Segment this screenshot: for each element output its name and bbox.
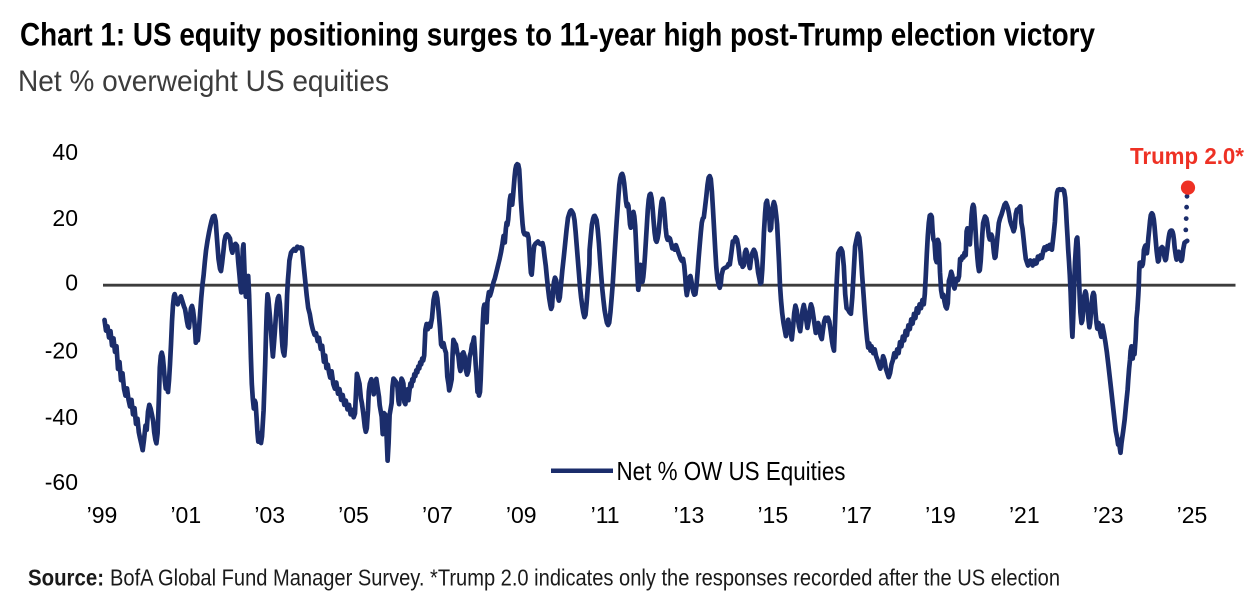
svg-text:’21: ’21 <box>1009 502 1040 528</box>
svg-text:’17: ’17 <box>841 502 872 528</box>
svg-text:’09: ’09 <box>506 502 537 528</box>
svg-text:-20: -20 <box>45 338 78 364</box>
svg-text:0: 0 <box>65 270 78 296</box>
svg-text:-40: -40 <box>45 404 78 430</box>
svg-text:Net % overweight US equities: Net % overweight US equities <box>18 65 389 98</box>
svg-text:Source:BofA Global Fund Manage: Source: BofA Global Fund Manager Survey. … <box>28 565 1060 591</box>
svg-text:’23: ’23 <box>1093 502 1124 528</box>
svg-text:’25: ’25 <box>1177 502 1208 528</box>
svg-text:Trump 2.0*: Trump 2.0* <box>1130 143 1244 169</box>
svg-text:’13: ’13 <box>674 502 705 528</box>
svg-text:’15: ’15 <box>757 502 788 528</box>
svg-text:40: 40 <box>52 139 78 165</box>
svg-text:-60: -60 <box>45 469 78 495</box>
svg-text:’01: ’01 <box>170 502 201 528</box>
svg-text:Chart 1: US equity positioning: Chart 1: US equity positioning surges to… <box>20 17 1095 53</box>
svg-text:’11: ’11 <box>591 502 620 528</box>
svg-text:’19: ’19 <box>925 502 956 528</box>
svg-text:’03: ’03 <box>254 502 285 528</box>
svg-text:20: 20 <box>52 205 78 231</box>
svg-text:Net % OW US Equities: Net % OW US Equities <box>617 456 846 486</box>
svg-text:’05: ’05 <box>338 502 369 528</box>
svg-text:’99: ’99 <box>87 502 118 528</box>
svg-text:’07: ’07 <box>422 502 453 528</box>
